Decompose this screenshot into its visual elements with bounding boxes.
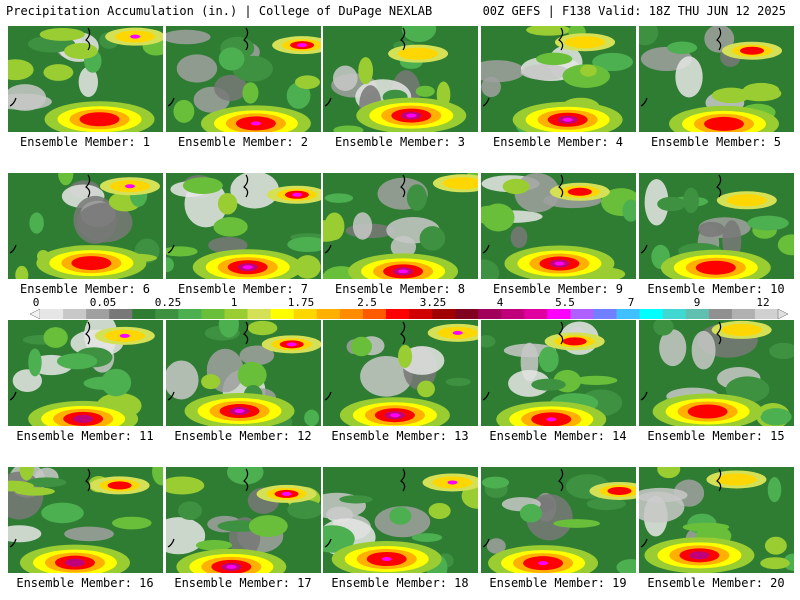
colorbar-swatch: [524, 309, 548, 319]
ensemble-member-map-9: [481, 173, 636, 279]
precip-colorbar: [30, 309, 788, 319]
ensemble-member-label: Ensemble Member: 14: [489, 429, 627, 443]
ensemble-member-map-17: [166, 467, 321, 573]
colorbar-tick-label: 3.25: [419, 296, 447, 309]
colorbar-swatch: [86, 309, 110, 319]
colorbar-tick-label: 0.05: [89, 296, 117, 309]
ensemble-member-label: Ensemble Member: 1: [19, 135, 151, 149]
colorbar-swatch: [685, 309, 710, 319]
colorbar-tick-label: 0.25: [154, 296, 182, 309]
ensemble-member-label: Ensemble Member: 13: [331, 429, 469, 443]
ensemble-member-label: Ensemble Member: 4: [492, 135, 624, 149]
colorbar-swatch: [593, 309, 617, 319]
colorbar-tick-label: 1.75: [287, 296, 315, 309]
ensemble-member-label: Ensemble Member: 11: [16, 429, 154, 443]
ensemble-member-label: Ensemble Member: 10: [647, 282, 785, 296]
colorbar-swatch: [201, 309, 225, 319]
ensemble-member-label: Ensemble Member: 12: [174, 429, 312, 443]
colorbar-tick-label: 5.5: [555, 296, 575, 309]
ensemble-member-label: Ensemble Member: 20: [647, 576, 785, 590]
colorbar-swatch: [109, 309, 133, 319]
colorbar-swatch: [178, 309, 202, 319]
colorbar-swatch: [547, 309, 571, 319]
colorbar-swatch: [616, 309, 640, 319]
colorbar-swatch: [662, 309, 687, 319]
colorbar-swatch: [362, 309, 387, 319]
ensemble-member-label: Ensemble Member: 16: [16, 576, 154, 590]
colorbar-swatch: [316, 309, 341, 319]
ensemble-member-map-10: [639, 173, 794, 279]
colorbar-tick-label: 4: [496, 296, 504, 309]
ensemble-member-map-4: [481, 26, 636, 132]
ensemble-member-label: Ensemble Member: 8: [334, 282, 466, 296]
colorbar-swatch: [293, 309, 318, 319]
ensemble-member-label: Ensemble Member: 17: [174, 576, 312, 590]
ensemble-member-map-3: [323, 26, 478, 132]
colorbar-swatch: [570, 309, 594, 319]
colorbar-swatch: [731, 309, 756, 319]
colorbar-swatch: [132, 309, 156, 319]
ensemble-member-map-11: [8, 320, 163, 426]
colorbar-swatch: [708, 309, 733, 319]
colorbar-tick-label: 0: [32, 296, 40, 309]
colorbar-tick-label: 9: [693, 296, 701, 309]
ensemble-member-label: Ensemble Member: 18: [331, 576, 469, 590]
ensemble-member-map-8: [323, 173, 478, 279]
ensemble-member-label: Ensemble Member: 7: [177, 282, 309, 296]
colorbar-tick-labels: 0 0.05 0.25 1 1.75 2.5 3.25 4 5.5 7 9 12: [0, 297, 800, 309]
colorbar-swatch: [224, 309, 248, 319]
colorbar-swatch: [385, 309, 410, 319]
ensemble-member-map-2: [166, 26, 321, 132]
run-valid-time: 00Z GEFS | F138 Valid: 18Z THU JUN 12 20…: [482, 4, 786, 18]
colorbar-max-arrow: [777, 309, 788, 319]
colorbar-swatch: [478, 309, 502, 319]
ensemble-member-label: Ensemble Member: 9: [492, 282, 624, 296]
colorbar-swatch: [247, 309, 271, 319]
ensemble-member-label: Ensemble Member: 6: [19, 282, 151, 296]
colorbar-tick-label: 7: [627, 296, 635, 309]
colorbar-tick-label: 1: [230, 296, 238, 309]
ensemble-member-map-16: [8, 467, 163, 573]
ensemble-member-map-12: [166, 320, 321, 426]
ensemble-member-label: Ensemble Member: 5: [650, 135, 782, 149]
ensemble-member-map-1: [8, 26, 163, 132]
ensemble-member-map-20: [639, 467, 794, 573]
colorbar-swatch: [639, 309, 663, 319]
colorbar-swatch: [339, 309, 364, 319]
ensemble-member-map-19: [481, 467, 636, 573]
ensemble-member-label: Ensemble Member: 2: [177, 135, 309, 149]
ensemble-member-map-5: [639, 26, 794, 132]
colorbar-swatch: [409, 309, 433, 319]
colorbar-swatch: [155, 309, 179, 319]
ensemble-member-map-14: [481, 320, 636, 426]
colorbar-swatch: [501, 309, 525, 319]
colorbar-tick-label: 12: [756, 296, 770, 309]
colorbar-swatch: [270, 309, 294, 319]
map-title: Precipitation Accumulation (in.) | Colle…: [6, 4, 433, 18]
ensemble-member-label: Ensemble Member: 19: [489, 576, 627, 590]
colorbar-min-arrow: [30, 309, 41, 319]
ensemble-member-map-6: [8, 173, 163, 279]
colorbar-swatch: [455, 309, 479, 319]
colorbar-swatch: [432, 309, 456, 319]
colorbar-swatch: [754, 309, 779, 319]
ensemble-member-map-15: [639, 320, 794, 426]
ensemble-member-map-13: [323, 320, 478, 426]
ensemble-member-label: Ensemble Member: 15: [647, 429, 785, 443]
ensemble-member-label: Ensemble Member: 3: [334, 135, 466, 149]
ensemble-member-map-7: [166, 173, 321, 279]
ensemble-member-map-18: [323, 467, 478, 573]
colorbar-swatch: [40, 309, 64, 319]
colorbar-tick-label: 2.5: [357, 296, 377, 309]
colorbar-swatch: [63, 309, 87, 319]
